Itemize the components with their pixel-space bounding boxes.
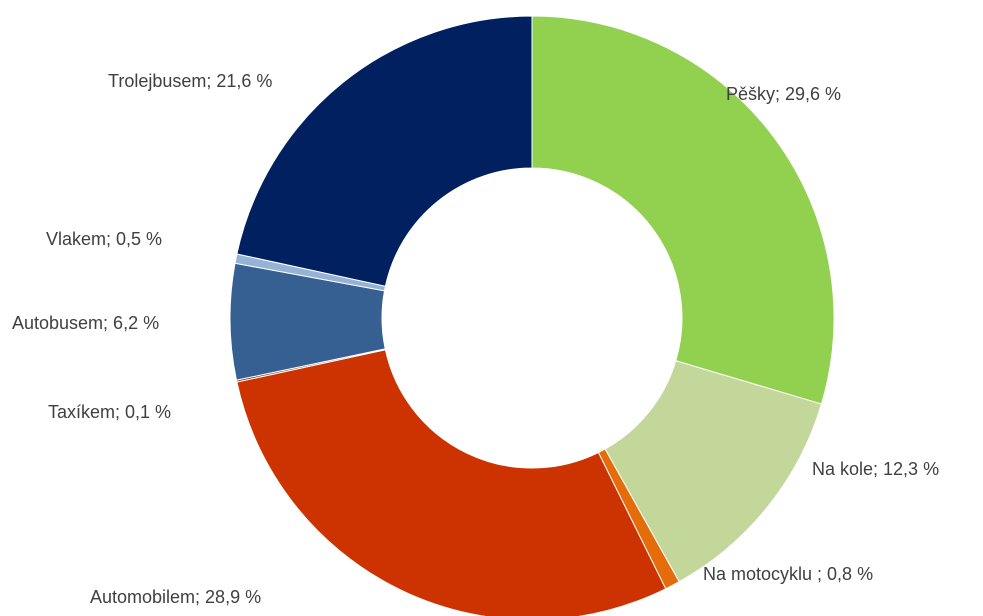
slice-label: Autobusem; 6,2 % [12, 313, 159, 333]
slice-label: Trolejbusem; 21,6 % [108, 71, 272, 91]
slice-label: Automobilem; 28,9 % [90, 587, 261, 607]
slice-label: Na kole; 12,3 % [812, 459, 939, 479]
slice-label: Na motocyklu ; 0,8 % [703, 564, 873, 584]
slice-label: Pěšky; 29,6 % [726, 84, 841, 104]
slice [236, 15, 533, 287]
slice [236, 349, 667, 616]
slice-label: Taxíkem; 0,1 % [48, 402, 171, 422]
slice [604, 360, 823, 583]
slice [531, 15, 835, 405]
slice-label: Vlakem; 0,5 % [46, 229, 162, 249]
